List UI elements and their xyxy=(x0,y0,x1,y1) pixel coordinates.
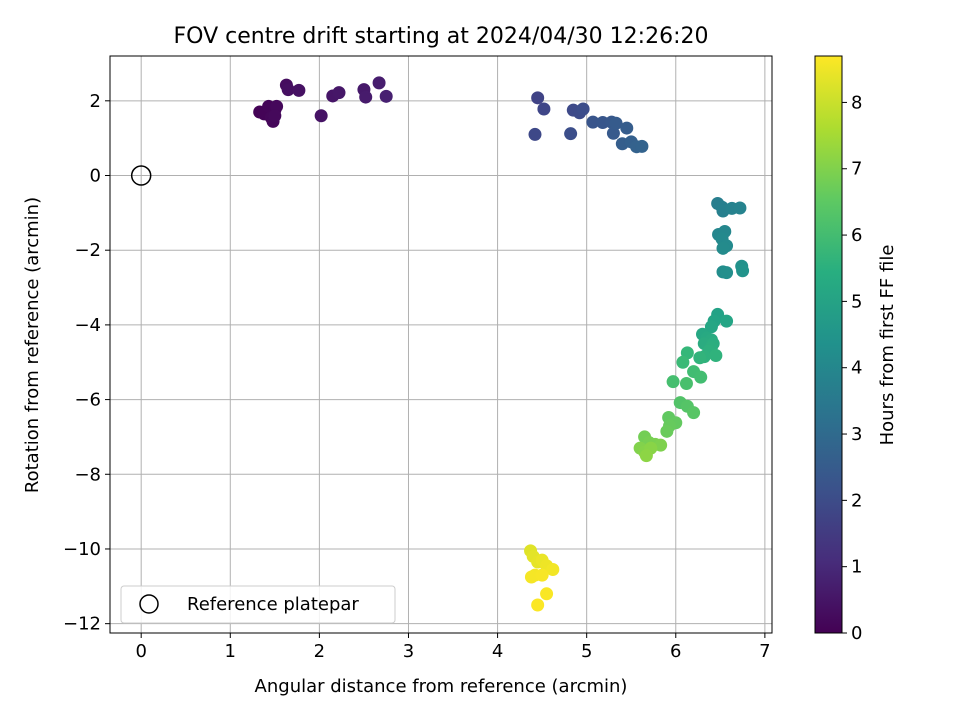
data-point xyxy=(379,89,393,103)
data-point xyxy=(540,587,554,601)
y-tick-label: −2 xyxy=(74,240,101,261)
x-tick-label: 3 xyxy=(403,641,414,662)
data-point xyxy=(716,241,730,255)
x-tick-label: 4 xyxy=(492,641,503,662)
data-point xyxy=(314,109,328,123)
x-tick-label: 7 xyxy=(759,641,770,662)
y-axis-label: Rotation from reference (arcmin) xyxy=(22,197,43,493)
colorbar-tick-label: 5 xyxy=(851,291,862,312)
data-point xyxy=(531,598,545,612)
x-tick-label: 0 xyxy=(135,641,146,662)
data-point xyxy=(524,570,538,584)
data-point xyxy=(660,424,674,438)
data-point xyxy=(606,126,620,140)
data-point xyxy=(720,314,734,328)
data-point xyxy=(620,121,634,135)
chart-title: FOV centre drift starting at 2024/04/30 … xyxy=(174,24,709,49)
colorbar-tick-label: 3 xyxy=(851,424,862,445)
colorbar-tick-label: 1 xyxy=(851,557,862,578)
data-point xyxy=(537,102,551,116)
legend: Reference platepar xyxy=(120,585,396,624)
colorbar: 0 1 2 3 4 5 6 7 8 Hours from first FF file xyxy=(814,55,898,644)
plot-area-border xyxy=(109,55,773,634)
data-point xyxy=(666,375,680,389)
data-point xyxy=(268,109,282,123)
y-tick-label: 2 xyxy=(90,91,101,112)
data-point xyxy=(720,266,734,280)
y-tick-label: 0 xyxy=(90,166,101,187)
data-point xyxy=(372,76,386,90)
data-point xyxy=(693,351,707,365)
data-point xyxy=(586,115,600,129)
colorbar-label: Hours from first FF file xyxy=(877,245,898,446)
data-point xyxy=(676,355,690,369)
x-tick-label: 6 xyxy=(670,641,681,662)
data-point xyxy=(635,139,649,153)
data-point xyxy=(332,86,346,100)
y-tick-label: −10 xyxy=(63,539,101,560)
data-point xyxy=(687,406,701,420)
colorbar-ticks: 0 1 2 3 4 5 6 7 8 xyxy=(842,92,862,644)
legend-box xyxy=(120,585,396,624)
x-axis-ticks: 0 1 2 3 4 5 6 7 xyxy=(135,633,771,662)
data-point xyxy=(546,563,560,577)
reference-platepar-marker xyxy=(130,165,152,186)
colorbar-tick-label: 0 xyxy=(851,623,862,644)
data-point xyxy=(639,449,653,463)
x-tick-label: 2 xyxy=(314,641,325,662)
data-point xyxy=(704,320,718,334)
data-point xyxy=(654,438,668,452)
colorbar-tick-label: 4 xyxy=(851,358,862,379)
y-tick-label: −4 xyxy=(74,315,101,336)
y-tick-label: −6 xyxy=(74,390,101,411)
data-point xyxy=(694,370,708,384)
colorbar-frame xyxy=(814,55,843,634)
colorbar-gradient xyxy=(815,56,842,633)
axes-frame xyxy=(109,55,773,634)
colorbar-tick-label: 7 xyxy=(851,159,862,180)
legend-marker-reference xyxy=(139,594,159,614)
data-point xyxy=(736,264,750,278)
colorbar-tick-label: 8 xyxy=(851,92,862,113)
data-point xyxy=(609,116,623,130)
data-point xyxy=(733,201,747,215)
data-point xyxy=(535,568,549,582)
y-tick-label: −8 xyxy=(74,464,101,485)
data-point xyxy=(531,91,545,105)
x-axis-label: Angular distance from reference (arcmin) xyxy=(255,676,628,697)
data-point xyxy=(709,349,723,363)
data-point xyxy=(359,90,373,104)
data-point xyxy=(679,377,693,391)
x-tick-label: 5 xyxy=(581,641,592,662)
colorbar-tick-label: 2 xyxy=(851,490,862,511)
data-point xyxy=(528,127,542,141)
legend-label-reference: Reference platepar xyxy=(187,594,359,615)
data-point xyxy=(281,83,295,97)
data-point xyxy=(576,102,590,116)
grid-lines xyxy=(110,56,772,633)
data-points xyxy=(130,76,750,612)
y-axis-ticks: 2 0 −2 −4 −6 −8 −10 −12 xyxy=(63,91,110,635)
data-point xyxy=(292,83,306,97)
y-tick-label: −12 xyxy=(63,614,101,635)
colorbar-tick-label: 6 xyxy=(851,225,862,246)
data-point xyxy=(564,127,578,141)
x-tick-label: 1 xyxy=(225,641,236,662)
